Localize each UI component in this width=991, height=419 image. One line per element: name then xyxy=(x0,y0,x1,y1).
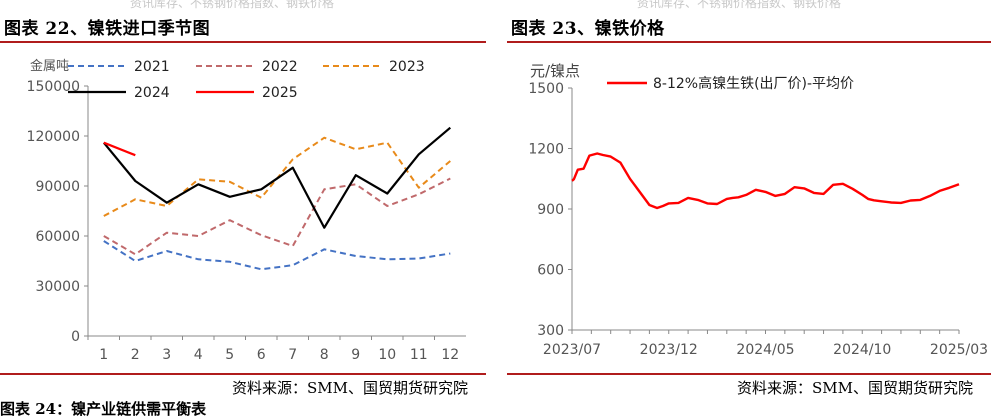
clipped-next-figure-title: 图表 24：镍产业链供需平衡表 xyxy=(0,400,207,418)
right-source-note: 资料来源：SMM、国贸期货研究院 xyxy=(737,379,973,397)
x-tick-label: 11 xyxy=(410,347,428,363)
left-source-note: 资料来源：SMM、国贸期货研究院 xyxy=(232,379,468,397)
y-tick-label: 300 xyxy=(537,323,564,339)
x-tick-label: 7 xyxy=(288,347,297,363)
series-line-2023 xyxy=(103,136,451,217)
x-tick-label: 5 xyxy=(225,347,234,363)
legend-label-2025: 2025 xyxy=(262,85,298,101)
x-tick-label: 10 xyxy=(378,347,396,363)
x-tick-label: 2023/12 xyxy=(640,342,698,358)
right-chart-panel: 资讯库存、不锈钢价格指数、钢铁价格 图表 23、镍铁价格 300 600 900 12… xyxy=(507,0,991,413)
y-tick-label: 600 xyxy=(537,263,564,279)
y-tick-label: 1500 xyxy=(528,81,564,97)
left-source-rule xyxy=(0,373,486,375)
series-line-2022 xyxy=(103,177,451,256)
series-line-2024 xyxy=(102,126,452,229)
x-tick-label: 8 xyxy=(320,347,329,363)
legend-label-2022: 2022 xyxy=(262,59,298,75)
x-tick-label: 2024/10 xyxy=(833,342,891,358)
price-series-line xyxy=(571,152,960,210)
legend-label: 8-12%高镍生铁(出厂价)-平均价 xyxy=(653,75,854,92)
x-tick-label: 2024/05 xyxy=(736,342,794,358)
left-title-rule xyxy=(0,41,486,43)
x-tick-label: 4 xyxy=(194,347,203,363)
y-tick-label: 120000 xyxy=(27,129,80,145)
y-tick-label: 0 xyxy=(71,329,80,345)
y-tick-label: 150000 xyxy=(27,79,80,95)
x-tick-label: 1 xyxy=(99,347,108,363)
left-chart-panel: 资讯库存、不锈钢价格指数、钢铁价格 图表 22、镍铁进口季节图 0 30000 60… xyxy=(0,0,486,418)
y-tick-label: 60000 xyxy=(35,229,80,245)
right-title-rule xyxy=(507,41,991,43)
y-axis-unit: 元/镍点 xyxy=(530,62,580,80)
y-axis-unit: 金属吨 xyxy=(30,58,69,74)
left-chart-title: 图表 22、镍铁进口季节图 xyxy=(4,19,211,39)
y-tick-label: 1200 xyxy=(528,142,564,158)
clipped-previous-page-text-right: 资讯库存、不锈钢价格指数、钢铁价格 xyxy=(637,0,842,10)
x-tick-label: 9 xyxy=(351,347,360,363)
y-tick-label: 30000 xyxy=(35,279,80,295)
legend-label-2023: 2023 xyxy=(389,59,425,75)
legend-label-2024: 2024 xyxy=(134,85,170,101)
right-source-rule xyxy=(507,373,991,375)
y-tick-label: 90000 xyxy=(35,179,80,195)
series-line-2025 xyxy=(103,141,136,157)
y-tick-label: 900 xyxy=(537,202,564,218)
legend-label-2021: 2021 xyxy=(134,59,170,75)
x-tick-label: 3 xyxy=(162,347,171,363)
x-tick-label: 2 xyxy=(131,347,140,363)
x-tick-label: 6 xyxy=(257,347,266,363)
clipped-previous-page-text: 资讯库存、不锈钢价格指数、钢铁价格 xyxy=(130,0,335,10)
x-tick-label: 2023/07 xyxy=(543,342,601,358)
series-line-2021 xyxy=(103,240,451,271)
right-chart-title: 图表 23、镍铁价格 xyxy=(511,19,665,39)
x-tick-label: 2025/03 xyxy=(930,342,988,358)
x-tick-label: 12 xyxy=(441,347,459,363)
